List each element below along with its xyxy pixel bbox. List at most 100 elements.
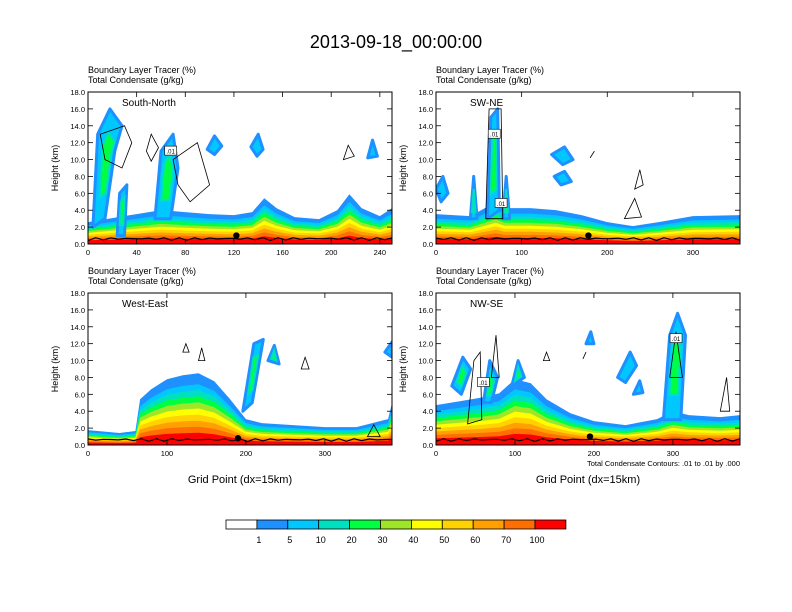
contour-label: .01 xyxy=(497,202,506,208)
y-axis-label: Height (km) xyxy=(50,346,60,393)
y-tick-label: 4.0 xyxy=(75,407,85,416)
y-tick-label: 10.0 xyxy=(70,357,85,366)
x-axis-label: Grid Point (dx=15km) xyxy=(536,474,640,486)
y-tick-label: 18.0 xyxy=(70,88,85,97)
contour-label-box xyxy=(477,377,490,387)
plot-frame xyxy=(435,292,741,446)
legend-label: 5 xyxy=(287,535,292,545)
y-tick-label: 14.0 xyxy=(418,323,433,332)
y-tick-label: 12.0 xyxy=(70,340,85,349)
tracer-upper-blob xyxy=(584,330,596,346)
x-tick-label: 200 xyxy=(325,248,338,257)
x-tick-label: 80 xyxy=(181,248,189,257)
contour-label-box xyxy=(164,145,177,156)
y-axis-label: Height (km) xyxy=(50,145,60,192)
x-tick-label: 100 xyxy=(509,449,522,458)
station-marker xyxy=(586,433,594,440)
tracer-band-10 xyxy=(88,432,392,445)
x-tick-label: 200 xyxy=(588,449,601,458)
condensate-contour xyxy=(366,423,381,437)
contour-label: .01 xyxy=(479,381,488,387)
y-tick-label: 2.0 xyxy=(423,424,433,433)
y-tick-label: 0.0 xyxy=(75,441,85,450)
y-tick-label: 16.0 xyxy=(70,105,85,114)
condensate-contour xyxy=(197,347,206,361)
y-tick-label: 4.0 xyxy=(423,206,433,215)
condensate-contour xyxy=(342,144,355,161)
panel-title-condensate: Total Condensate (g/kg) xyxy=(88,276,184,286)
y-tick-label: 16.0 xyxy=(418,105,433,114)
y-tick-label: 18.0 xyxy=(418,88,433,97)
contour-label: .01 xyxy=(672,337,681,343)
y-tick-label: 8.0 xyxy=(75,172,85,181)
panel-section-label: NW-SE xyxy=(470,299,503,310)
condensate-contour xyxy=(542,350,551,361)
legend-swatch xyxy=(410,519,443,530)
tracer-upper-blob xyxy=(383,340,392,359)
y-tick-label: 2.0 xyxy=(75,223,85,232)
y-tick-label: 8.0 xyxy=(423,373,433,382)
condensate-contour xyxy=(467,350,483,425)
x-tick-label: 0 xyxy=(86,248,90,257)
station-marker xyxy=(233,232,240,239)
x-axis-label: Grid Point (dx=15km) xyxy=(188,474,292,486)
x-tick-label: 40 xyxy=(132,248,140,257)
legend-label: 1 xyxy=(256,535,261,545)
x-tick-label: 100 xyxy=(515,248,528,257)
y-tick-label: 14.0 xyxy=(418,122,433,131)
tracer-upper-blob xyxy=(616,350,639,384)
x-tick-label: 300 xyxy=(667,449,680,458)
tracer-upper-blob xyxy=(366,138,379,160)
terrain-line xyxy=(436,438,740,443)
x-tick-label: 300 xyxy=(687,248,700,257)
tracer-upper-blob xyxy=(552,169,573,187)
legend-swatch xyxy=(503,519,536,530)
contour-label: .01 xyxy=(167,150,176,156)
plot-area: .01 .01 xyxy=(436,293,740,445)
y-tick-label: 0.0 xyxy=(75,240,85,249)
y-tick-label: 10.0 xyxy=(70,156,85,165)
legend-swatch xyxy=(287,519,320,530)
x-tick-label: 120 xyxy=(228,248,241,257)
y-tick-label: 0.0 xyxy=(423,240,433,249)
x-tick-label: 160 xyxy=(276,248,289,257)
legend-swatch xyxy=(472,519,505,530)
panel-section-label: SW-NE xyxy=(470,98,503,109)
y-tick-label: 4.0 xyxy=(75,206,85,215)
condensate-contour xyxy=(172,142,211,203)
tracer-plume-core xyxy=(455,363,468,389)
panel-title-condensate: Total Condensate (g/kg) xyxy=(88,75,184,85)
y-tick-label: 6.0 xyxy=(423,390,433,399)
tracer-plume-core xyxy=(269,346,278,363)
y-tick-label: 18.0 xyxy=(70,289,85,298)
plot-frame xyxy=(87,292,393,446)
panel-west-east: 0.0 2.0 4.0 6.0 8.0 10.0 12.0 14.0 16.0 18.0 0 100 2… xyxy=(50,266,393,486)
terrain-line xyxy=(436,237,740,242)
x-tick-label: 0 xyxy=(434,248,438,257)
y-tick-label: 8.0 xyxy=(75,373,85,382)
y-tick-label: 14.0 xyxy=(70,122,85,131)
plot-frame xyxy=(435,91,741,245)
y-tick-label: 0.0 xyxy=(423,441,433,450)
tracer-band-10 xyxy=(88,235,392,244)
tracer-plume-core xyxy=(513,363,523,384)
y-tick-label: 2.0 xyxy=(423,223,433,232)
y-axis-label: Height (km) xyxy=(398,145,408,192)
legend-label: 30 xyxy=(377,535,387,545)
tracer-plume-core xyxy=(118,194,126,227)
plot-frame xyxy=(87,91,393,245)
condensate-contour xyxy=(145,133,159,163)
contour-label: .01 xyxy=(490,133,499,139)
legend-label: 70 xyxy=(501,535,511,545)
tracer-plume-core xyxy=(470,189,477,214)
condensate-contour xyxy=(634,169,644,190)
legend-label: 20 xyxy=(347,535,357,545)
legend-label: 50 xyxy=(439,535,449,545)
y-tick-label: 10.0 xyxy=(418,156,433,165)
panel-title-tracer: Boundary Layer Tracer (%) xyxy=(436,65,544,75)
y-tick-label: 6.0 xyxy=(423,189,433,198)
condensate-contour xyxy=(623,197,643,220)
plot-area xyxy=(88,293,392,445)
condensate-contour xyxy=(182,342,190,353)
